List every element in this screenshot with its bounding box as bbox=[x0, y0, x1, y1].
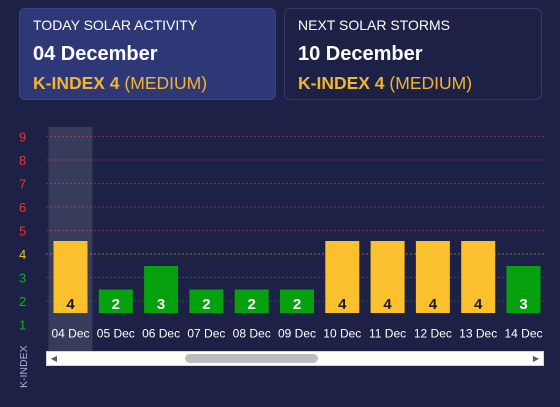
x-tick-label: 08 Dec bbox=[233, 327, 271, 341]
x-tick-label: 10 Dec bbox=[323, 327, 361, 341]
x-tick-label: 11 Dec bbox=[369, 327, 406, 341]
today-activity-card: TODAY SOLAR ACTIVITY 04 December K-INDEX… bbox=[19, 8, 276, 100]
next-storms-card: NEXT SOLAR STORMS 10 December K-INDEX 4 … bbox=[284, 8, 542, 100]
x-tick-label: 06 Dec bbox=[142, 327, 180, 341]
kindex-bar-12-dec[interactable] bbox=[415, 241, 450, 313]
x-tick-label: 07 Dec bbox=[187, 327, 225, 341]
x-tick-label: 14 Dec bbox=[504, 327, 542, 341]
y-axis-title: K-INDEX bbox=[18, 345, 30, 388]
kindex-bar-08-dec[interactable] bbox=[234, 289, 269, 314]
kindex-bar-13-dec[interactable] bbox=[461, 241, 496, 313]
next-date: 10 December bbox=[298, 43, 423, 65]
selected-day-highlight bbox=[48, 127, 93, 351]
bar-value-label: 3 bbox=[519, 296, 527, 313]
y-tick-label: 8 bbox=[19, 153, 26, 168]
y-tick-label: 7 bbox=[19, 177, 26, 192]
kindex-bar-14-dec[interactable] bbox=[506, 266, 541, 313]
x-tick-label: 09 Dec bbox=[278, 327, 316, 341]
today-date: 04 December bbox=[33, 43, 158, 65]
x-tick-label: 13 Dec bbox=[459, 327, 497, 341]
kindex-bar-04-dec[interactable] bbox=[53, 241, 88, 313]
y-tick-label: 2 bbox=[19, 294, 26, 309]
kindex-bar-11-dec[interactable] bbox=[370, 241, 405, 313]
today-label: TODAY SOLAR ACTIVITY bbox=[33, 17, 198, 33]
y-axis-label: K-INDEX bbox=[18, 345, 30, 388]
y-tick-label: 5 bbox=[19, 224, 26, 239]
today-kindex: K-INDEX 4 bbox=[33, 73, 120, 93]
scroll-thumb[interactable] bbox=[185, 354, 318, 363]
x-tick-label: 05 Dec bbox=[97, 327, 135, 341]
y-tick-label: 1 bbox=[19, 318, 26, 333]
bar-value-label: 2 bbox=[293, 296, 301, 313]
y-tick-label: 6 bbox=[19, 200, 26, 215]
bar-value-label: 2 bbox=[112, 296, 120, 313]
kindex-bar-06-dec[interactable] bbox=[144, 266, 179, 313]
next-kindex: K-INDEX 4 bbox=[298, 73, 385, 93]
bar-value-label: 3 bbox=[157, 296, 165, 313]
next-label: NEXT SOLAR STORMS bbox=[298, 17, 450, 33]
today-kindex-line: K-INDEX 4 (MEDIUM) bbox=[33, 73, 262, 93]
bar-value-label: 4 bbox=[66, 296, 75, 313]
scroll-right-icon[interactable]: ▶ bbox=[532, 354, 540, 363]
y-tick-label: 3 bbox=[19, 271, 26, 286]
next-level: (MEDIUM) bbox=[389, 73, 473, 93]
y-tick-label: 9 bbox=[19, 130, 26, 145]
scroll-left-icon[interactable]: ◀ bbox=[50, 354, 58, 363]
kindex-bar-07-dec[interactable] bbox=[189, 289, 224, 314]
kindex-chart-svg: 1 2 3 4 5 6 7 8 9 4 04 Dec 2 05 Dec 3 06 Dec 2 07 Dec 2 08… bbox=[19, 127, 545, 351]
y-tick-label: 4 bbox=[19, 247, 26, 262]
bar-value-label: 2 bbox=[202, 296, 210, 313]
kindex-bar-09-dec[interactable] bbox=[280, 289, 314, 314]
kindex-bar-05-dec[interactable] bbox=[98, 289, 133, 314]
bar-value-label: 4 bbox=[338, 296, 347, 313]
x-tick-label: 12 Dec bbox=[414, 327, 452, 341]
x-tick-label: 04 Dec bbox=[51, 327, 89, 341]
today-level: (MEDIUM) bbox=[124, 73, 208, 93]
kindex-bar-10-dec[interactable] bbox=[325, 241, 360, 313]
bar-value-label: 4 bbox=[474, 296, 483, 313]
bar-value-label: 4 bbox=[383, 296, 392, 313]
kindex-chart: 1 2 3 4 5 6 7 8 9 4 04 Dec 2 05 Dec 3 06 Dec 2 07 Dec 2 08… bbox=[0, 120, 560, 402]
bar-value-label: 4 bbox=[429, 296, 438, 313]
chart-scrollbar[interactable]: ◀ ▶ bbox=[46, 351, 544, 366]
next-kindex-line: K-INDEX 4 (MEDIUM) bbox=[298, 73, 528, 93]
bar-value-label: 2 bbox=[248, 296, 256, 313]
